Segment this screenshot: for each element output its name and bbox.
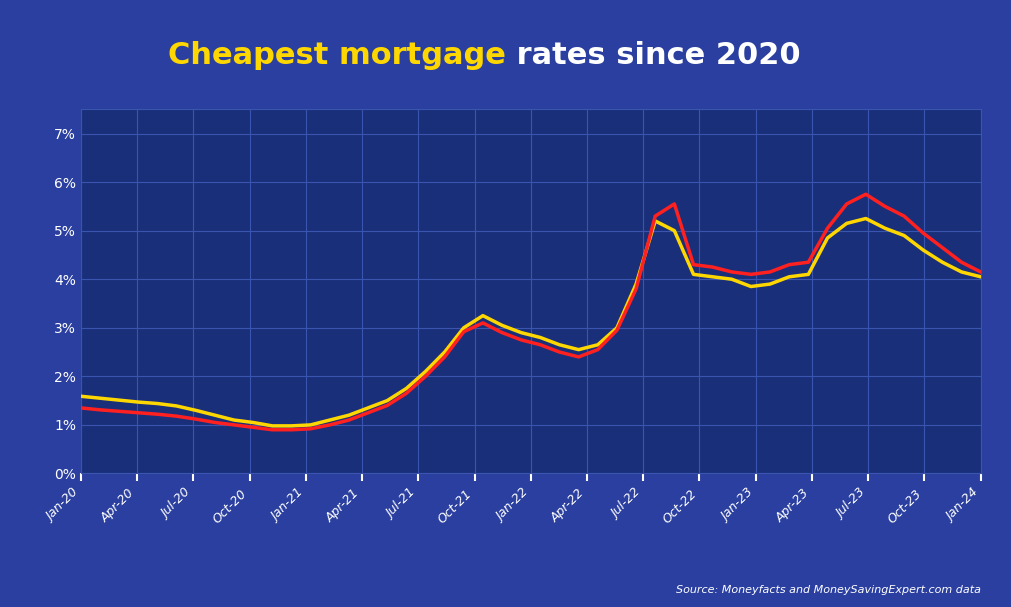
Text: Source: Moneyfacts and MoneySavingExpert.com data: Source: Moneyfacts and MoneySavingExpert… (675, 585, 981, 595)
Text: Cheapest mortgage: Cheapest mortgage (168, 41, 506, 70)
Text: rates since 2020: rates since 2020 (506, 41, 800, 70)
